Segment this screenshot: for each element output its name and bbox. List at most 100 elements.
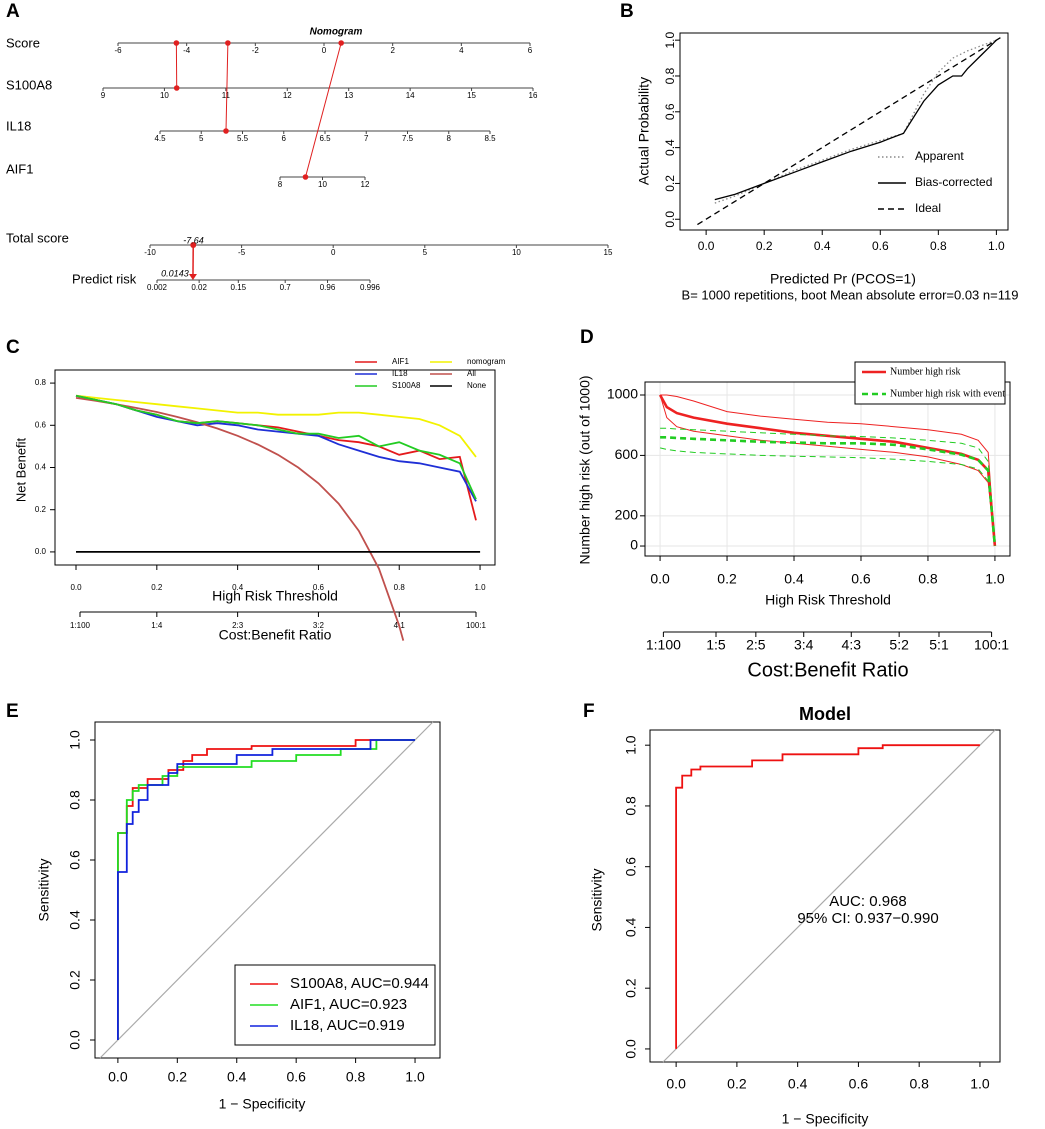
score-point bbox=[225, 40, 231, 46]
series-line bbox=[117, 739, 415, 1040]
tick-label: 4.5 bbox=[154, 134, 166, 143]
row-name: S100A8 bbox=[6, 77, 52, 92]
ci-lower-line bbox=[659, 394, 996, 547]
total-point bbox=[190, 242, 197, 248]
legend-label: AIF1, AUC=0.923 bbox=[290, 996, 407, 1013]
y-tick-label: 0.2 bbox=[663, 175, 677, 192]
tick-label: 6.5 bbox=[319, 134, 331, 143]
y-tick-label: 0.8 bbox=[623, 796, 639, 816]
tick-label: 4 bbox=[459, 46, 464, 55]
risk-label: 0.0143 bbox=[161, 268, 189, 278]
x-tick-label: 0.6 bbox=[313, 583, 325, 592]
x-tick-label: 0.8 bbox=[930, 239, 947, 253]
legend-label: S100A8 bbox=[392, 381, 421, 390]
tick-label: -5 bbox=[238, 248, 246, 257]
legend-label: None bbox=[467, 381, 487, 390]
x-tick-label: 0.4 bbox=[788, 1076, 808, 1092]
y-tick-label: 0.2 bbox=[67, 970, 83, 990]
y-tick-label: 0.0 bbox=[623, 1039, 639, 1059]
tick-label: 8 bbox=[447, 134, 452, 143]
y-axis-title: Sensitivity bbox=[589, 868, 605, 931]
series-line bbox=[675, 744, 980, 1049]
tick-label: 6 bbox=[528, 46, 533, 55]
tick-label: 10 bbox=[512, 248, 521, 257]
y-axis-title: Actual Probability bbox=[636, 77, 652, 185]
reference-diagonal bbox=[99, 721, 434, 1059]
y-tick-label: 200 bbox=[615, 507, 639, 523]
series-line bbox=[714, 39, 997, 201]
tick-label: 5 bbox=[199, 134, 204, 143]
x-tick-label: 1.0 bbox=[970, 1076, 990, 1092]
tick-label: 5 bbox=[423, 248, 428, 257]
y-axis-title: Number high risk (out of 1000) bbox=[577, 375, 593, 564]
x-tick-label: 0.0 bbox=[108, 1069, 128, 1085]
x2-tick-label: 5:2 bbox=[889, 637, 909, 653]
y-tick-label: 0.2 bbox=[35, 505, 47, 514]
y-tick-label: 0.0 bbox=[67, 1030, 83, 1050]
tick-label: 13 bbox=[344, 91, 353, 100]
variable-point bbox=[223, 128, 229, 134]
x-tick-label: 1.0 bbox=[474, 583, 486, 592]
x-tick-label: 0.4 bbox=[227, 1069, 247, 1085]
y-tick-label: 1.0 bbox=[663, 31, 677, 48]
legend-label: Bias-corrected bbox=[915, 175, 992, 189]
annotation: 95% CI: 0.937−0.990 bbox=[797, 910, 938, 927]
tick-label: 8 bbox=[278, 180, 283, 189]
y-axis-title: Sensitivity bbox=[36, 858, 52, 921]
tick-label: 0 bbox=[331, 248, 336, 257]
legend-label: AIF1 bbox=[392, 357, 409, 366]
tick-label: 16 bbox=[529, 91, 538, 100]
variable-point bbox=[302, 174, 309, 180]
legend-label: All bbox=[467, 369, 476, 378]
tick-label: 10 bbox=[160, 91, 169, 100]
y-tick-label: 0.8 bbox=[35, 378, 47, 387]
row-name: Predict risk bbox=[72, 271, 137, 286]
y-tick-label: 0.8 bbox=[663, 67, 677, 84]
row-name: Total score bbox=[6, 230, 69, 245]
y-tick-label: 0.4 bbox=[663, 139, 677, 156]
panel-letter: A bbox=[6, 1, 20, 22]
tick-label: 0.15 bbox=[231, 283, 247, 292]
x2-tick-label: 3:2 bbox=[313, 621, 325, 630]
x-tick-label: 0.6 bbox=[286, 1069, 306, 1085]
y-tick-label: 0.4 bbox=[623, 917, 639, 937]
chart-title: Model bbox=[799, 704, 851, 724]
y-tick-label: 0.4 bbox=[67, 910, 83, 930]
tick-label: 2 bbox=[390, 46, 395, 55]
tick-label: -6 bbox=[114, 46, 122, 55]
tick-label: -2 bbox=[252, 46, 260, 55]
y-tick-label: 0.6 bbox=[623, 857, 639, 877]
x2-tick-label: 1:100 bbox=[70, 621, 91, 630]
series-line bbox=[75, 394, 477, 500]
x-tick-label: 0.2 bbox=[168, 1069, 188, 1085]
x-tick-label: 0.8 bbox=[394, 583, 406, 592]
tick-label: 0 bbox=[322, 46, 327, 55]
plot-frame bbox=[94, 721, 441, 1059]
panel-letter: C bbox=[6, 337, 20, 358]
y-tick-label: 0.8 bbox=[67, 790, 83, 810]
score-point bbox=[173, 40, 180, 46]
y-tick-label: 0.2 bbox=[623, 978, 639, 998]
legend-label: Number high risk bbox=[890, 366, 961, 377]
legend-label: nomogram bbox=[467, 357, 506, 366]
y-tick-label: 0.0 bbox=[35, 547, 47, 556]
x2-tick-label: 4:3 bbox=[842, 637, 862, 653]
y-tick-label: 600 bbox=[615, 446, 639, 462]
tick-label: 7 bbox=[364, 134, 369, 143]
x-axis-title: 1 − Specificity bbox=[219, 1096, 306, 1112]
series-line bbox=[714, 39, 997, 204]
x-tick-label: 0.8 bbox=[346, 1069, 366, 1085]
plot-frame bbox=[644, 381, 1011, 557]
x-tick-label: 0.4 bbox=[232, 583, 244, 592]
y-tick-label: 0.6 bbox=[67, 850, 83, 870]
x-tick-label: 0.4 bbox=[784, 571, 804, 587]
y-tick-label: 0 bbox=[630, 537, 638, 553]
x-axis-title: High Risk Threshold bbox=[765, 592, 891, 608]
x-axis-title: High Risk Threshold bbox=[212, 588, 338, 604]
plot-frame bbox=[54, 369, 496, 566]
x-tick-label: 0.6 bbox=[851, 571, 871, 587]
legend-label: Number high risk with event bbox=[890, 388, 1005, 399]
legend-label: Apparent bbox=[915, 149, 964, 163]
plot-frame bbox=[679, 32, 1009, 231]
